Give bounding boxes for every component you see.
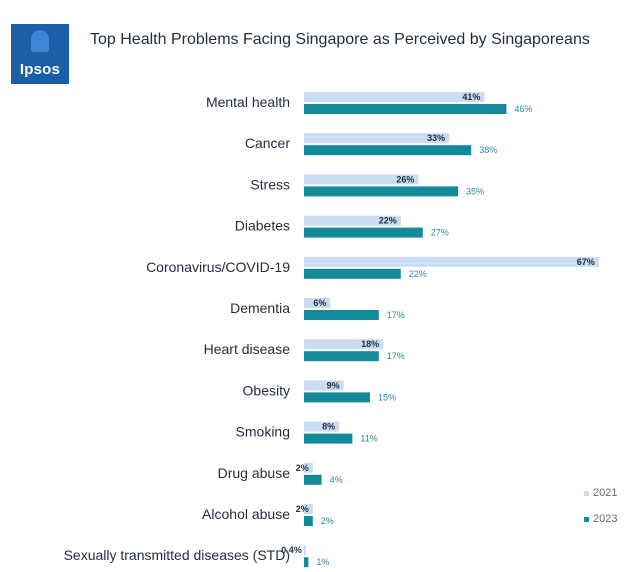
data-label-2023-10: 2%	[321, 516, 334, 526]
bar-2021-5	[304, 298, 331, 308]
category-label: Obesity	[243, 382, 290, 398]
data-label-2023-9: 4%	[330, 475, 343, 485]
bar-2021-8	[304, 421, 340, 432]
bar-2021-6	[304, 339, 384, 350]
data-label-2021-10: 2%	[296, 504, 309, 514]
bar-2023-10	[304, 516, 313, 526]
legend-label-2021: 2021	[593, 487, 617, 499]
category-label: Heart disease	[204, 341, 291, 357]
category-label: Coronavirus/COVID-19	[146, 259, 290, 275]
data-label-2023-11: 1%	[316, 557, 329, 567]
bar-2021-9	[304, 462, 313, 473]
data-label-2021-6: 18%	[361, 339, 379, 349]
bar-2021-11	[304, 545, 306, 556]
logo-text: Ipsos	[19, 61, 61, 78]
data-label-2021-3: 22%	[379, 216, 397, 226]
bar-2021-2	[304, 174, 419, 185]
legend-swatch-2021	[584, 491, 589, 496]
bar-2023-5	[304, 310, 379, 320]
data-label-2023-5: 17%	[387, 310, 405, 320]
category-label: Cancer	[245, 135, 290, 151]
bar-2021-1	[304, 133, 450, 144]
data-label-2023-2: 35%	[466, 186, 484, 196]
category-label: Sexually transmitted diseases (STD)	[64, 547, 290, 563]
data-label-2021-9: 2%	[296, 463, 309, 473]
bar-2023-4	[304, 268, 401, 279]
data-label-2021-1: 33%	[427, 133, 445, 143]
data-label-2023-7: 15%	[378, 392, 396, 402]
bar-2023-1	[304, 145, 472, 156]
bar-2023-2	[304, 186, 458, 197]
bar-2021-3	[304, 215, 401, 226]
category-label: Drug abuse	[218, 465, 291, 481]
data-label-2021-7: 9%	[327, 380, 340, 390]
data-label-2023-6: 17%	[387, 351, 405, 361]
chart-title: Top Health Problems Facing Singapore as …	[90, 31, 590, 48]
bar-2023-9	[304, 474, 322, 485]
ipsos-logo: Ipsos	[11, 24, 69, 84]
data-label-2021-4: 67%	[577, 257, 595, 267]
bar-2023-8	[304, 433, 353, 444]
data-label-2023-4: 22%	[409, 269, 427, 279]
category-label: Diabetes	[235, 218, 290, 234]
data-label-2021-11: 0.4%	[281, 545, 302, 555]
data-label-2023-0: 46%	[514, 104, 532, 114]
data-label-2021-0: 41%	[462, 92, 480, 102]
bar-2021-7	[304, 380, 344, 391]
bar-2023-0	[304, 104, 507, 114]
bar-2021-4	[304, 256, 599, 267]
bar-2023-7	[304, 392, 370, 403]
data-label-2021-8: 8%	[322, 422, 335, 432]
legend-swatch-2023	[584, 517, 589, 522]
bar-2023-11	[304, 557, 309, 568]
category-label: Mental health	[206, 94, 290, 110]
category-label: Dementia	[230, 300, 290, 316]
legend-label-2023: 2023	[593, 513, 617, 525]
category-label: Alcohol abuse	[202, 506, 290, 522]
bar-2023-6	[304, 351, 379, 362]
data-label-2023-8: 11%	[360, 434, 377, 444]
data-label-2023-1: 38%	[479, 145, 497, 155]
bar-2021-10	[304, 504, 313, 514]
bar-2023-3	[304, 227, 423, 238]
bar-2021-0	[304, 92, 485, 102]
data-label-2023-3: 27%	[431, 228, 449, 238]
data-label-2021-2: 26%	[396, 174, 414, 184]
data-label-2021-5: 6%	[313, 298, 326, 308]
category-label: Smoking	[236, 424, 290, 440]
logo-mark-icon	[31, 30, 49, 52]
category-label: Stress	[250, 176, 290, 192]
